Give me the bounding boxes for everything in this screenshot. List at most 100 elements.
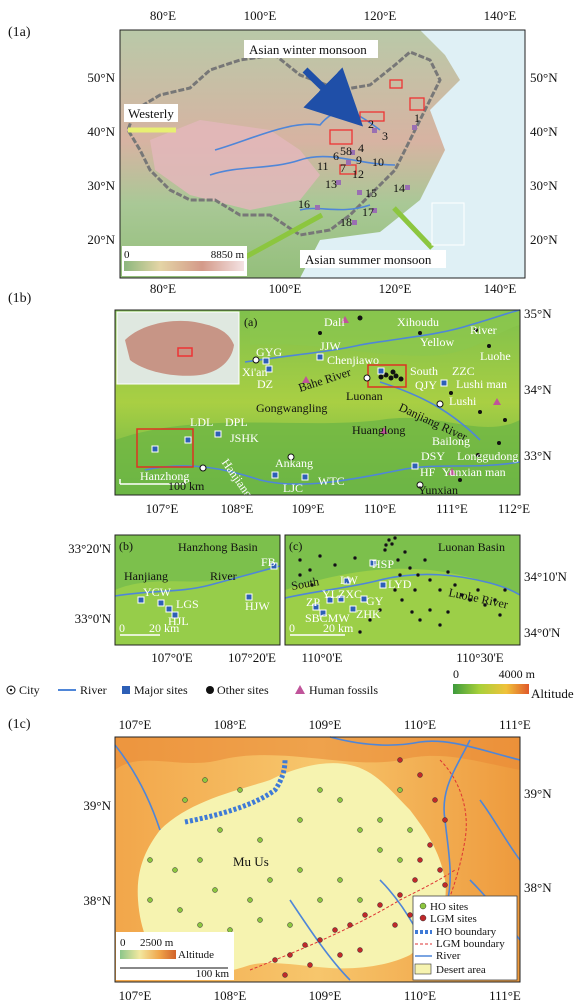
luonan-other-site xyxy=(390,542,394,546)
other-site xyxy=(418,331,422,335)
luonan-other-site xyxy=(310,583,314,587)
sub-b-label: (b) xyxy=(119,539,133,553)
tick-1a-top-3: 140°E xyxy=(484,8,517,23)
tick-1c-bottom-3: 110°E xyxy=(404,988,436,1003)
other-site xyxy=(393,373,399,379)
panel-1c-label: (1c) xyxy=(8,717,31,732)
site-number-4: 4 xyxy=(358,141,364,155)
ho-site xyxy=(337,797,343,803)
place-mu-us: Mu Us xyxy=(233,854,269,869)
site-number-9: 9 xyxy=(356,153,362,167)
panel-1b-major-sites xyxy=(151,353,448,481)
scale-1b-b-zero: 0 xyxy=(119,621,125,635)
luonan-other-site xyxy=(446,570,450,574)
tick-1c-bottom-0: 107°E xyxy=(119,988,152,1003)
city-yunxian xyxy=(416,481,424,489)
site-marker-15 xyxy=(357,190,362,195)
luonan-other-site xyxy=(438,623,442,627)
tick-1c-top-3: 110°E xyxy=(404,717,436,732)
panel-1a-label: (1a) xyxy=(8,25,31,40)
other-site xyxy=(487,344,491,348)
site-zhk xyxy=(349,605,357,613)
site-marker-14 xyxy=(405,185,410,190)
sub-c-lw: LW xyxy=(340,573,358,587)
panel-1b-label: (1b) xyxy=(8,291,32,306)
luonan-other-site xyxy=(483,603,487,607)
legend-human-fossils: Human fossils xyxy=(309,683,378,697)
panel-1c-north-terrain xyxy=(115,737,520,770)
tick-1a-right-2: 30°N xyxy=(530,178,558,193)
legend-altitude-max: 4000 m xyxy=(499,667,536,681)
luonan-other-site xyxy=(378,608,382,612)
ho-site xyxy=(287,922,293,928)
summer-monsoon-label-box xyxy=(300,250,446,268)
major-site-hf xyxy=(411,462,419,470)
lgm-site xyxy=(442,882,448,888)
lgm-site xyxy=(347,922,353,928)
place-hf: HF xyxy=(420,465,436,479)
site-marker-18 xyxy=(352,220,357,225)
place-luohe: Luohe xyxy=(480,349,511,363)
legend-lgm-sites: LGM sites xyxy=(430,913,477,925)
panel-1b-b-hanjiang-river xyxy=(114,565,281,597)
major-site-qjy xyxy=(440,379,448,387)
ho-site xyxy=(257,917,263,923)
major-site-dz xyxy=(265,365,273,373)
sub-c-zxc: ZXC xyxy=(338,587,362,601)
major-site-luonan xyxy=(377,367,385,375)
site-lgs xyxy=(165,605,173,613)
ho-site xyxy=(182,797,188,803)
ho-site xyxy=(317,787,323,793)
luonan-other-site xyxy=(493,598,497,602)
place-luonan: Luonan xyxy=(346,389,383,403)
ho-site xyxy=(317,897,323,903)
alt-1c-min: 0 xyxy=(120,937,126,949)
panel-1b-wei-river xyxy=(244,309,521,363)
ho-site xyxy=(357,897,363,903)
major-site-wtc xyxy=(301,473,309,481)
tick-1a-bottom-1: 100°E xyxy=(269,281,302,296)
luonan-other-site xyxy=(438,588,442,592)
luonan-other-site xyxy=(393,536,397,540)
luonan-other-site xyxy=(428,578,432,582)
study-box-4 xyxy=(389,79,403,89)
place-south: South xyxy=(410,364,438,378)
panel-1c-river-east-1 xyxy=(479,799,521,861)
ho-site xyxy=(357,827,363,833)
major-site-ljc xyxy=(271,471,279,479)
sub-c-label: (c) xyxy=(289,539,302,553)
site-number-1: 1 xyxy=(414,111,420,125)
panel-1b-legend: City River Major sites Other sites Human… xyxy=(6,667,574,701)
tick-1b-c-right-1: 34°0'N xyxy=(524,625,561,640)
tick-1b-b-left-0: 33°20'N xyxy=(68,541,112,556)
south-sea-inset xyxy=(431,202,465,246)
panel-1a-frame xyxy=(119,29,526,279)
panel-1c-legend: HO sites LGM sites HO boundary LGM bound… xyxy=(412,895,518,981)
sub-c-zp: ZP xyxy=(306,595,320,609)
place-qjy: QJY xyxy=(415,378,437,392)
site-number-15: 15 xyxy=(365,186,377,200)
sub-b-fb: FB xyxy=(261,555,276,569)
tick-1b-c-bottom-1: 110°30'E xyxy=(456,650,504,665)
place-dali: Dali xyxy=(324,315,345,329)
scale-1b-c-label: 20 km xyxy=(323,621,354,635)
scale-1b-b-label: 20 km xyxy=(149,621,180,635)
panel-1a-plateau xyxy=(150,120,320,210)
panel-1b-right-ticks: 35°N 34°N 33°N xyxy=(524,306,552,463)
panel-1a-site-numbers: 1 2 3 4 5 6 7 8 9 10 11 12 13 14 15 16 1… xyxy=(298,111,420,229)
luonan-other-site xyxy=(396,558,400,562)
alt-1c-max: 2500 m xyxy=(140,937,174,949)
tick-1c-bottom-4: 111°E xyxy=(489,988,521,1003)
legend-ho-sites: HO sites xyxy=(430,901,468,913)
altitude-colorbar-1a xyxy=(124,261,244,271)
alt-legend-1a-min: 0 xyxy=(124,249,130,261)
legend-altitude-colorbar-1b xyxy=(453,684,529,694)
place-zzc: ZZC xyxy=(452,364,475,378)
lgm-site xyxy=(437,867,443,873)
place-ldl: LDL xyxy=(190,415,213,429)
ho-site xyxy=(407,827,413,833)
tick-1b-a-4: 111°E xyxy=(436,501,468,516)
panel-1b-a-wei-plain xyxy=(250,310,520,356)
sub-c-title: Luonan Basin xyxy=(438,540,505,554)
site-number-17: 17 xyxy=(362,205,374,219)
